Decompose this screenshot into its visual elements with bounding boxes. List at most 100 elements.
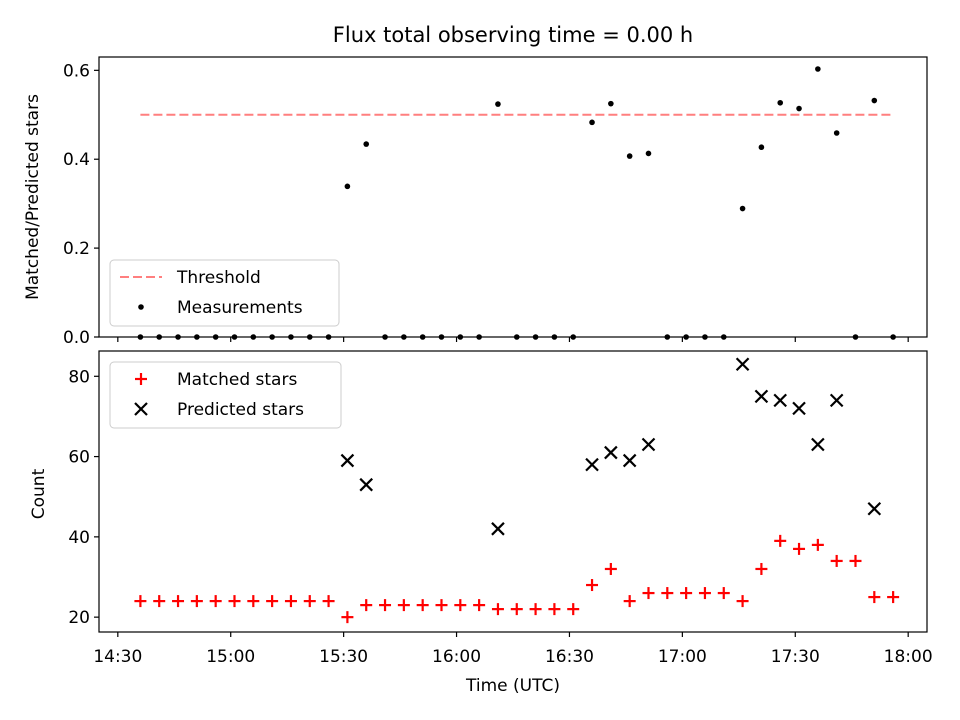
matched-legend-swatch xyxy=(135,373,147,385)
x-tick-label: 17:00 xyxy=(658,647,707,667)
top-legend-box xyxy=(109,259,340,327)
x-tick-label: 16:00 xyxy=(432,647,481,667)
matched-stars-point xyxy=(209,595,222,608)
matched-stars-point xyxy=(604,562,617,575)
predicted-stars-point xyxy=(622,453,637,468)
predicted-stars-point xyxy=(829,393,844,408)
predicted-stars-point xyxy=(735,357,750,372)
bottom-y-tick-label: 40 xyxy=(68,528,90,548)
bottom-plot-area xyxy=(134,357,900,624)
matched-stars-point xyxy=(680,587,693,600)
measurements-legend-label: Measurements xyxy=(177,298,303,318)
bottom-y-tick-label: 80 xyxy=(68,367,90,387)
matched-stars-point xyxy=(435,599,448,612)
top-y-tick-label: 0.4 xyxy=(63,150,90,170)
predicted-stars-point xyxy=(491,522,505,536)
matched-stars-point xyxy=(303,595,316,608)
matched-stars-point xyxy=(830,554,843,567)
predicted-stars-point xyxy=(754,389,769,404)
matched-stars-point xyxy=(529,603,542,616)
matched-legend-label: Matched stars xyxy=(177,370,297,390)
x-axis-label: Time (UTC) xyxy=(465,676,560,696)
bottom-legend: Matched stars Predicted stars xyxy=(109,361,342,429)
matched-stars-point xyxy=(811,538,824,551)
predicted-stars-point xyxy=(604,445,618,460)
measurement-point xyxy=(833,130,840,136)
measurement-point xyxy=(589,119,595,126)
matched-stars-point xyxy=(887,591,900,604)
measurement-point xyxy=(608,100,614,107)
matched-stars-point xyxy=(491,603,504,616)
top-y-tick-label: 0.6 xyxy=(63,61,90,81)
predicted-stars-point xyxy=(867,501,882,516)
matched-stars-point xyxy=(661,587,674,600)
predicted-stars-point xyxy=(359,477,373,492)
matched-stars-point xyxy=(454,599,467,612)
top-panel: Flux total observing time = 0.00 h Match… xyxy=(23,23,928,348)
predicted-stars-point xyxy=(340,453,355,468)
matched-stars-point xyxy=(586,579,599,592)
matched-stars-point xyxy=(360,599,373,612)
measurement-point xyxy=(758,144,765,151)
matched-stars-point xyxy=(755,562,768,575)
matched-stars-point xyxy=(228,595,241,608)
bottom-panel: Count Time (UTC) 20 40 60 80 14:30 15:00 15:30… xyxy=(29,350,933,696)
predicted-stars-point xyxy=(641,437,656,452)
top-y-tick-label: 0.2 xyxy=(63,239,90,259)
matched-stars-point xyxy=(379,599,392,612)
measurement-point xyxy=(495,101,501,107)
bottom-y-tick-label: 60 xyxy=(68,448,90,468)
matched-stars-point xyxy=(736,595,749,608)
x-tick-label: 17:30 xyxy=(771,647,820,667)
x-tick-label: 15:30 xyxy=(319,647,368,667)
matched-stars-point xyxy=(153,595,166,608)
matched-stars-point xyxy=(510,603,523,616)
x-tick-label: 18:00 xyxy=(884,647,933,667)
bottom-axes: 20 40 60 80 14:30 15:00 15:30 16:00 16:30 17:00 17… xyxy=(68,367,932,667)
predicted-legend-swatch xyxy=(134,402,148,416)
top-y-tick-label: 0.0 xyxy=(63,328,90,348)
matched-stars-point xyxy=(567,603,580,616)
measurements-legend-swatch xyxy=(138,304,144,310)
measurement-point xyxy=(796,105,802,112)
matched-stars-point xyxy=(774,534,787,547)
predicted-stars-point xyxy=(773,393,787,408)
x-tick-label: 14:30 xyxy=(93,647,142,667)
predicted-stars-point xyxy=(811,437,825,452)
measurement-point xyxy=(871,97,878,104)
chart-title: Flux total observing time = 0.00 h xyxy=(333,23,693,47)
x-tick-label: 15:00 xyxy=(206,647,255,667)
matched-stars-point xyxy=(698,587,711,600)
predicted-stars-point xyxy=(792,401,806,416)
top-legend: Threshold Measurements xyxy=(109,259,340,327)
bottom-y-axis-label: Count xyxy=(29,468,49,519)
bottom-y-tick-label: 20 xyxy=(68,608,90,628)
matched-stars-point xyxy=(322,595,335,608)
matched-stars-point xyxy=(134,595,147,608)
matched-stars-point xyxy=(397,599,410,612)
matched-stars-point xyxy=(341,611,354,624)
matched-stars-point xyxy=(266,595,279,608)
top-axes: 0.0 0.2 0.4 0.6 xyxy=(63,61,909,348)
measurement-point xyxy=(344,183,351,190)
bottom-legend-box xyxy=(109,361,342,429)
matched-stars-point xyxy=(642,587,655,600)
matched-stars-point xyxy=(172,595,185,608)
matched-stars-point xyxy=(868,591,881,604)
matched-stars-point xyxy=(717,587,730,600)
measurement-point xyxy=(777,99,784,106)
predicted-stars-point xyxy=(585,457,599,472)
matched-stars-point xyxy=(623,595,636,608)
matched-stars-point xyxy=(416,599,429,612)
matched-stars-point xyxy=(793,542,806,555)
matched-stars-point xyxy=(247,595,260,608)
matched-stars-point xyxy=(849,554,862,567)
bottom-axes-frame xyxy=(98,350,928,633)
measurement-point xyxy=(815,66,821,72)
measurement-point xyxy=(739,205,746,212)
x-tick-label: 16:30 xyxy=(545,647,594,667)
matched-stars-point xyxy=(473,599,486,612)
top-y-axis-label: Matched/Predicted stars xyxy=(23,94,43,300)
predicted-legend-label: Predicted stars xyxy=(177,400,304,420)
